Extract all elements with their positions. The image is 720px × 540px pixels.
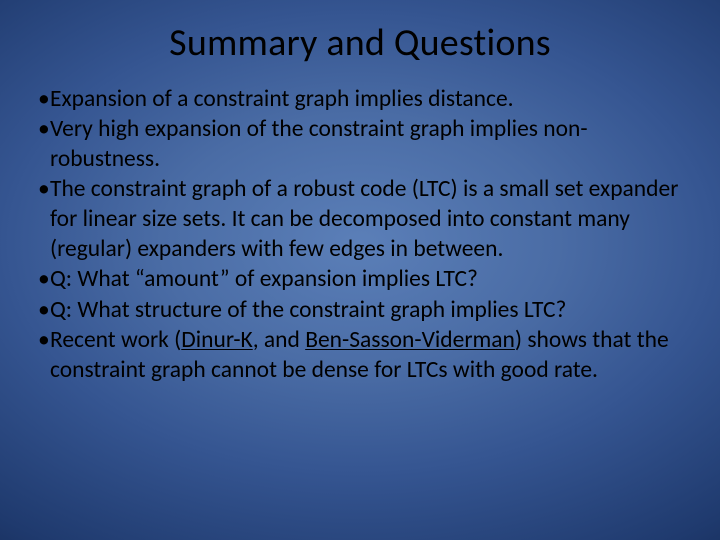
slide-title: Summary and Questions: [0, 0, 720, 84]
bullet-item: The constraint graph of a robust code (L…: [38, 174, 682, 264]
text-fragment: Recent work (: [50, 326, 181, 354]
slide: Summary and Questions Expansion of a con…: [0, 0, 720, 540]
author-name: Dinur-K: [181, 326, 252, 354]
slide-body: Expansion of a constraint graph implies …: [0, 84, 720, 385]
bullet-item: Q: What “amount” of expansion implies LT…: [38, 264, 682, 294]
bullet-item: Q: What structure of the constraint grap…: [38, 295, 682, 325]
author-name: Ben-Sasson-Viderman: [305, 326, 515, 354]
bullet-item: Expansion of a constraint graph implies …: [38, 84, 682, 114]
text-fragment: , and: [253, 326, 305, 354]
bullet-item-recent: Recent work (Dinur-K, and Ben-Sasson-Vid…: [38, 325, 682, 385]
bullet-item: Very high expansion of the constraint gr…: [38, 114, 682, 174]
